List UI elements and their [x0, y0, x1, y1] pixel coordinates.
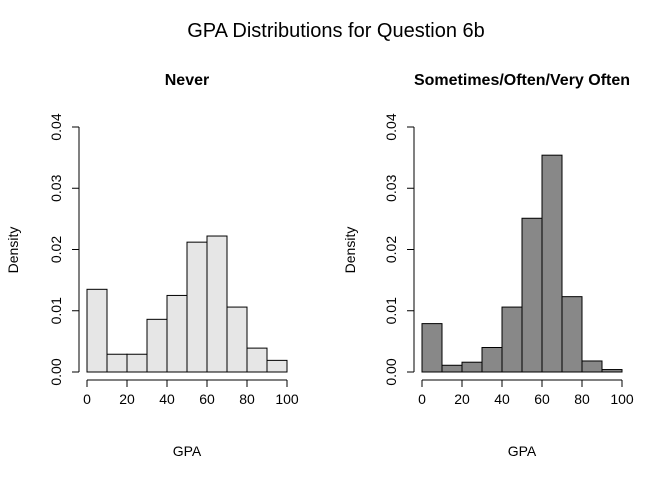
x-tick-label: 20	[119, 391, 135, 407]
y-tick-label: 0.04	[48, 113, 64, 140]
y-tick-label: 0.02	[383, 236, 399, 263]
y-tick-label: 0.02	[48, 236, 64, 263]
histogram-bar	[521, 217, 543, 373]
y-tick-label: 0.00	[383, 358, 399, 385]
x-tick-label: 40	[159, 391, 175, 407]
histogram-bar	[186, 241, 208, 373]
histogram-bar	[226, 306, 248, 373]
x-axis: 0 20 40 60 80 100	[418, 379, 634, 407]
histogram-bar	[541, 154, 563, 373]
x-tick-label: 80	[574, 391, 590, 407]
histogram-bars	[421, 154, 623, 373]
histogram-bar	[441, 364, 463, 373]
y-tick-label: 0.01	[48, 297, 64, 324]
histogram-bar	[106, 353, 128, 373]
histogram-bar	[146, 318, 168, 373]
panel-title: Never	[165, 72, 209, 89]
y-tick-label: 0.03	[383, 174, 399, 201]
histogram-bar	[126, 353, 148, 373]
x-tick-label: 100	[275, 391, 299, 407]
y-axis-label: Density	[342, 227, 358, 274]
histogram-bar	[421, 323, 443, 373]
y-tick-label: 0.00	[48, 358, 64, 385]
x-axis: 0 20 40 60 80 100	[83, 379, 299, 407]
panel-sometimes: Sometimes/Often/Very Often GPA Density 0…	[342, 72, 634, 459]
histogram-bar	[86, 288, 108, 373]
x-tick-label: 60	[534, 391, 550, 407]
histogram-bar	[206, 235, 228, 373]
y-axis: 0.00 0.01 0.02 0.03 0.04	[48, 113, 80, 386]
x-tick-label: 20	[454, 391, 470, 407]
histogram-bar	[501, 306, 523, 373]
panel-never: Never GPA Density 0 20 40 60 80 100 0.000.010…	[5, 72, 299, 459]
x-tick-label: 60	[199, 391, 215, 407]
histogram-bar	[461, 361, 483, 373]
x-axis-label: GPA	[508, 443, 537, 459]
histogram-bar	[601, 369, 623, 373]
x-tick-label: 40	[494, 391, 510, 407]
histogram-bar	[246, 347, 268, 373]
panel-title: Sometimes/Often/Very Often	[414, 72, 630, 89]
x-axis-label: GPA	[173, 443, 202, 459]
histogram-bars	[86, 235, 288, 373]
figure-title: GPA Distributions for Question 6b	[187, 20, 485, 42]
histogram-bar	[581, 360, 603, 373]
histogram-bar	[266, 359, 288, 373]
y-axis-label: Density	[5, 227, 21, 274]
x-tick-label: 0	[83, 391, 91, 407]
histogram-bar	[166, 294, 188, 373]
x-tick-label: 80	[239, 391, 255, 407]
histogram-bar	[561, 296, 583, 373]
x-tick-label: 100	[610, 391, 634, 407]
y-tick-label: 0.04	[383, 113, 399, 140]
x-tick-label: 0	[418, 391, 426, 407]
histogram-bar	[481, 347, 503, 373]
y-tick-label: 0.01	[383, 297, 399, 324]
y-tick-label: 0.03	[48, 174, 64, 201]
y-axis: 0.00 0.01 0.02 0.03 0.04	[383, 113, 415, 386]
